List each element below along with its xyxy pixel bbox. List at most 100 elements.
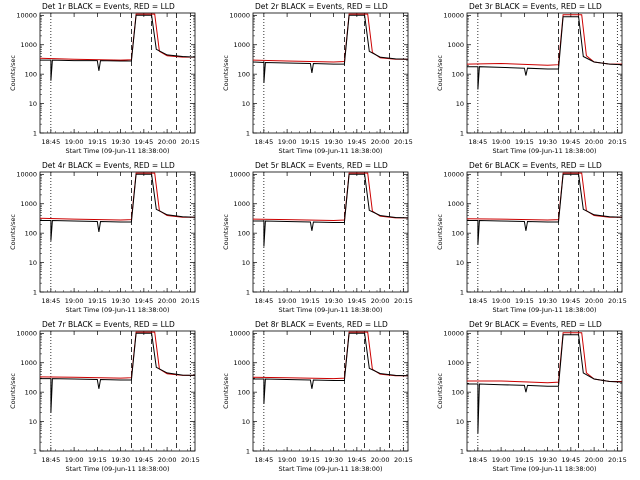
chart-panel-5: Det 5r BLACK = Events, RED = LLD 1 10 100 10… bbox=[222, 161, 413, 314]
y-tick-label: 10000 bbox=[229, 171, 250, 179]
series-line-lld bbox=[39, 13, 195, 61]
x-tick-label: 19:45 bbox=[347, 456, 366, 464]
x-tick-label: 20:15 bbox=[608, 297, 627, 305]
x-tick-label: 19:00 bbox=[492, 297, 511, 305]
chart-title: Det 7r BLACK = Events, RED = LLD bbox=[42, 320, 175, 329]
series-line-events bbox=[253, 332, 409, 404]
x-tick-label: 19:15 bbox=[515, 456, 534, 464]
x-tick-label: 19:00 bbox=[492, 138, 511, 146]
x-tick-label: 18:45 bbox=[468, 456, 487, 464]
y-tick-label: 1000 bbox=[447, 359, 464, 367]
y-tick-label: 1 bbox=[33, 447, 37, 455]
series-line-lld bbox=[252, 172, 408, 222]
x-tick-label: 20:00 bbox=[371, 297, 390, 305]
x-tick-label: 19:00 bbox=[492, 456, 511, 464]
x-tick-label: 19:30 bbox=[324, 456, 343, 464]
y-axis-label: Counts/sec bbox=[9, 55, 17, 91]
y-tick-label: 1 bbox=[33, 288, 37, 296]
y-tick-label: 10 bbox=[242, 259, 250, 267]
x-tick-label: 19:30 bbox=[111, 456, 130, 464]
y-tick-label: 10000 bbox=[443, 12, 464, 20]
series-line-events bbox=[40, 14, 196, 81]
x-axis-label: Start Time (09-Jun-11 18:38:00) bbox=[66, 147, 170, 155]
y-tick-label: 1 bbox=[246, 447, 250, 455]
y-tick-label: 1000 bbox=[233, 200, 250, 208]
x-tick-label: 18:45 bbox=[41, 297, 60, 305]
y-axis-label: Counts/sec bbox=[222, 214, 230, 250]
x-tick-label: 19:30 bbox=[538, 138, 557, 146]
y-tick-label: 1 bbox=[460, 129, 464, 137]
y-tick-label: 1 bbox=[460, 288, 464, 296]
x-tick-label: 19:45 bbox=[561, 297, 580, 305]
x-axis-label: Start Time (09-Jun-11 18:38:00) bbox=[279, 306, 383, 314]
plot-frame bbox=[252, 12, 409, 134]
series-line-lld bbox=[39, 172, 195, 221]
chart-title: Det 2r BLACK = Events, RED = LLD bbox=[255, 2, 388, 11]
x-tick-label: 19:00 bbox=[65, 456, 84, 464]
chart-title: Det 6r BLACK = Events, RED = LLD bbox=[469, 161, 602, 170]
y-axis-label: Counts/sec bbox=[222, 55, 230, 91]
plot-frame bbox=[39, 330, 196, 452]
x-tick-label: 19:45 bbox=[347, 138, 366, 146]
chart-panel-3: Det 3r BLACK = Events, RED = LLD 1 10 100 10… bbox=[436, 2, 627, 155]
y-tick-label: 1 bbox=[460, 447, 464, 455]
y-tick-label: 100 bbox=[25, 229, 37, 237]
x-tick-label: 20:15 bbox=[608, 456, 627, 464]
plot-frame bbox=[39, 171, 196, 293]
series-line-events bbox=[467, 334, 623, 434]
x-tick-label: 20:00 bbox=[158, 456, 177, 464]
x-tick-label: 19:30 bbox=[324, 297, 343, 305]
x-tick-label: 19:30 bbox=[324, 138, 343, 146]
y-tick-label: 1000 bbox=[447, 200, 464, 208]
series-line-lld bbox=[466, 14, 622, 66]
series-line-events bbox=[467, 173, 623, 245]
x-tick-label: 18:45 bbox=[254, 297, 273, 305]
x-axis-label: Start Time (09-Jun-11 18:38:00) bbox=[493, 465, 597, 473]
chart-panel-8: Det 8r BLACK = Events, RED = LLD 1 10 100 10… bbox=[222, 320, 413, 473]
x-tick-label: 20:15 bbox=[394, 297, 413, 305]
x-tick-label: 20:00 bbox=[158, 138, 177, 146]
y-axis-label: Counts/sec bbox=[436, 55, 444, 91]
x-tick-label: 20:15 bbox=[181, 297, 200, 305]
chart-title: Det 8r BLACK = Events, RED = LLD bbox=[255, 320, 388, 329]
plot-frame bbox=[39, 12, 196, 134]
y-tick-label: 10 bbox=[456, 100, 464, 108]
series-line-lld bbox=[252, 13, 408, 63]
series-line-events bbox=[40, 332, 196, 413]
x-tick-label: 19:30 bbox=[111, 297, 130, 305]
chart-panel-9: Det 9r BLACK = Events, RED = LLD 1 10 100 10… bbox=[436, 320, 627, 473]
plot-frame bbox=[252, 171, 409, 293]
x-tick-label: 20:15 bbox=[181, 138, 200, 146]
series-line-lld bbox=[467, 332, 622, 384]
y-tick-label: 1000 bbox=[20, 41, 37, 49]
y-tick-label: 10000 bbox=[16, 330, 37, 338]
y-tick-label: 100 bbox=[238, 229, 250, 237]
x-tick-label: 18:45 bbox=[254, 456, 273, 464]
y-tick-label: 10000 bbox=[443, 330, 464, 338]
x-tick-label: 20:00 bbox=[371, 456, 390, 464]
y-tick-label: 1000 bbox=[20, 359, 37, 367]
x-tick-label: 19:45 bbox=[134, 297, 153, 305]
plot-frame bbox=[466, 171, 623, 293]
x-tick-label: 19:45 bbox=[347, 297, 366, 305]
plot-frame bbox=[466, 12, 623, 134]
chart-title: Det 4r BLACK = Events, RED = LLD bbox=[42, 161, 175, 170]
x-tick-label: 19:45 bbox=[134, 138, 153, 146]
x-tick-label: 18:45 bbox=[468, 138, 487, 146]
series-line-events bbox=[253, 173, 409, 247]
chart-panel-7: Det 7r BLACK = Events, RED = LLD 1 10 100 10… bbox=[9, 320, 200, 473]
series-line-events bbox=[40, 173, 196, 241]
y-tick-label: 100 bbox=[238, 388, 250, 396]
x-tick-label: 19:15 bbox=[301, 456, 320, 464]
x-tick-label: 20:00 bbox=[371, 138, 390, 146]
x-tick-label: 20:15 bbox=[181, 456, 200, 464]
x-tick-label: 19:00 bbox=[65, 297, 84, 305]
x-tick-label: 19:00 bbox=[278, 456, 297, 464]
x-tick-label: 19:00 bbox=[278, 138, 297, 146]
x-tick-label: 19:00 bbox=[65, 138, 84, 146]
x-tick-label: 19:45 bbox=[134, 456, 153, 464]
chart-title: Det 3r BLACK = Events, RED = LLD bbox=[469, 2, 602, 11]
y-tick-label: 1000 bbox=[447, 41, 464, 49]
y-tick-label: 10000 bbox=[16, 171, 37, 179]
